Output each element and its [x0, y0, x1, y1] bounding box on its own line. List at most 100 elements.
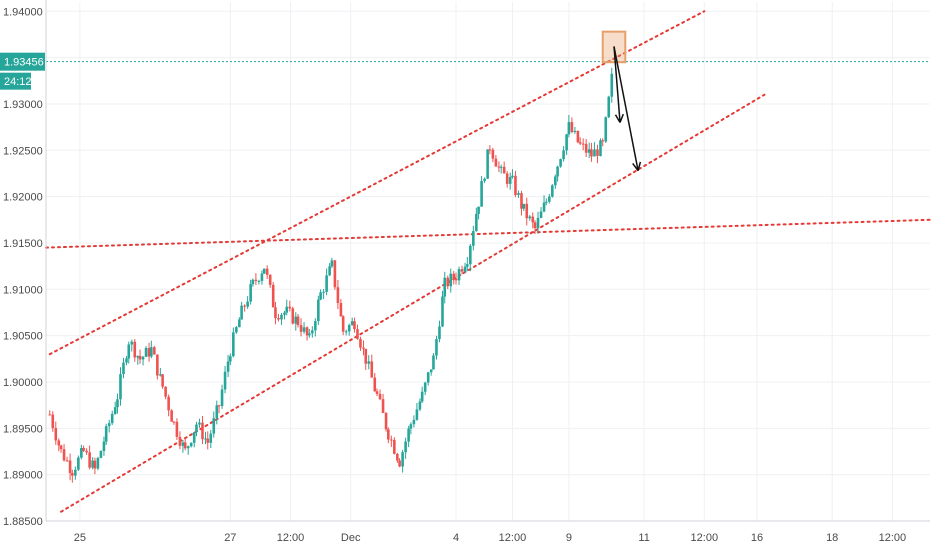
candle-body: [164, 386, 167, 397]
candle-body: [209, 433, 213, 443]
candle-body: [189, 442, 193, 447]
candle-body: [407, 428, 410, 442]
candle-body: [229, 356, 232, 362]
arrow-shaft: [613, 46, 639, 171]
candle-body: [542, 202, 546, 212]
candle-body: [359, 338, 362, 348]
candle-body: [201, 422, 204, 440]
candle-body: [514, 175, 517, 195]
candle-body: [48, 414, 52, 416]
candle-body: [390, 439, 393, 441]
candle-body: [562, 150, 565, 160]
x-tick-label: 16: [751, 532, 763, 544]
candle-body: [604, 117, 608, 142]
x-axis-area: [46, 521, 930, 550]
candle-body: [601, 140, 605, 142]
candle-body: [590, 149, 593, 157]
candle-body: [497, 166, 501, 168]
candle-body: [88, 452, 91, 468]
candle-body: [59, 445, 63, 450]
candle-body: [370, 361, 374, 378]
candle-body: [533, 222, 537, 229]
candle-body: [356, 329, 359, 339]
candle-body: [192, 432, 196, 443]
candle-body: [161, 374, 164, 387]
candle-body: [113, 407, 117, 414]
y-tick-label: 1.94000: [3, 6, 43, 18]
candle-body: [294, 316, 298, 324]
candle-body: [68, 460, 72, 473]
candle-body: [305, 327, 309, 336]
candle-body: [215, 405, 219, 419]
candle-body: [322, 291, 325, 293]
y-tick-label: 1.90500: [3, 331, 43, 343]
current-price-badge: [0, 52, 45, 71]
candle-body: [104, 426, 108, 442]
candle-body: [325, 275, 328, 292]
x-tick-label: 12:00: [499, 532, 527, 544]
candle-body: [556, 166, 559, 177]
candle-body: [494, 158, 498, 167]
candle-body: [353, 321, 356, 330]
candle-body: [280, 314, 283, 320]
candle-body: [96, 457, 100, 469]
candle-body: [170, 410, 173, 422]
candle-body: [463, 266, 467, 272]
candle-body: [156, 354, 159, 376]
candle-body: [336, 287, 340, 304]
candle-body: [62, 449, 66, 461]
x-tick-label: 11: [638, 532, 649, 544]
grid-lines: [46, 2, 930, 522]
x-tick-label: 9: [566, 532, 572, 544]
candle-body: [457, 269, 461, 281]
x-tick-label: 4: [453, 532, 459, 544]
y-tick-label: 1.88500: [3, 516, 43, 528]
candle-body: [116, 399, 119, 408]
candle-body: [144, 347, 148, 357]
candle-body: [285, 306, 289, 313]
candle-body: [573, 130, 577, 133]
candle-body: [254, 279, 258, 281]
candlesticks: [48, 67, 614, 483]
candle-body: [260, 273, 264, 281]
candle-body: [74, 469, 77, 476]
candle-body: [317, 299, 320, 322]
candle-body: [333, 260, 337, 288]
candle-body: [367, 361, 371, 364]
candle-body: [554, 176, 557, 186]
candle-body: [486, 149, 489, 179]
arrow-head: [632, 163, 639, 172]
candle-body: [525, 203, 529, 219]
candle-body: [54, 428, 58, 441]
candle-body: [299, 325, 303, 332]
candle-body: [454, 278, 458, 281]
candle-body: [136, 355, 140, 358]
y-tick-label: 1.89000: [3, 470, 43, 482]
candle-body: [65, 460, 69, 462]
candle-body: [412, 419, 416, 425]
candle-body: [581, 143, 585, 145]
candle-body: [480, 180, 483, 207]
candle-body: [277, 318, 280, 320]
candle-body: [443, 277, 447, 297]
candle-body: [452, 273, 456, 279]
arrow-head: [614, 114, 621, 123]
candle-body: [175, 421, 179, 437]
candle-body: [122, 362, 125, 375]
candle-body: [409, 424, 413, 429]
x-tick-label: 12:00: [277, 532, 305, 544]
arrow-head: [619, 113, 624, 123]
current-price-label: 1.93456: [4, 57, 44, 69]
candle-body: [119, 374, 122, 400]
candle-body: [472, 231, 475, 246]
candle-body: [238, 319, 241, 328]
trendlines: [45, 10, 931, 513]
candle-body: [172, 421, 176, 423]
candle-body: [328, 266, 331, 276]
candle-body: [418, 401, 422, 410]
horizontal-resistance-line: [45, 218, 931, 249]
candle-body: [141, 356, 145, 360]
candle-body: [401, 452, 404, 467]
candle-body: [539, 211, 543, 218]
